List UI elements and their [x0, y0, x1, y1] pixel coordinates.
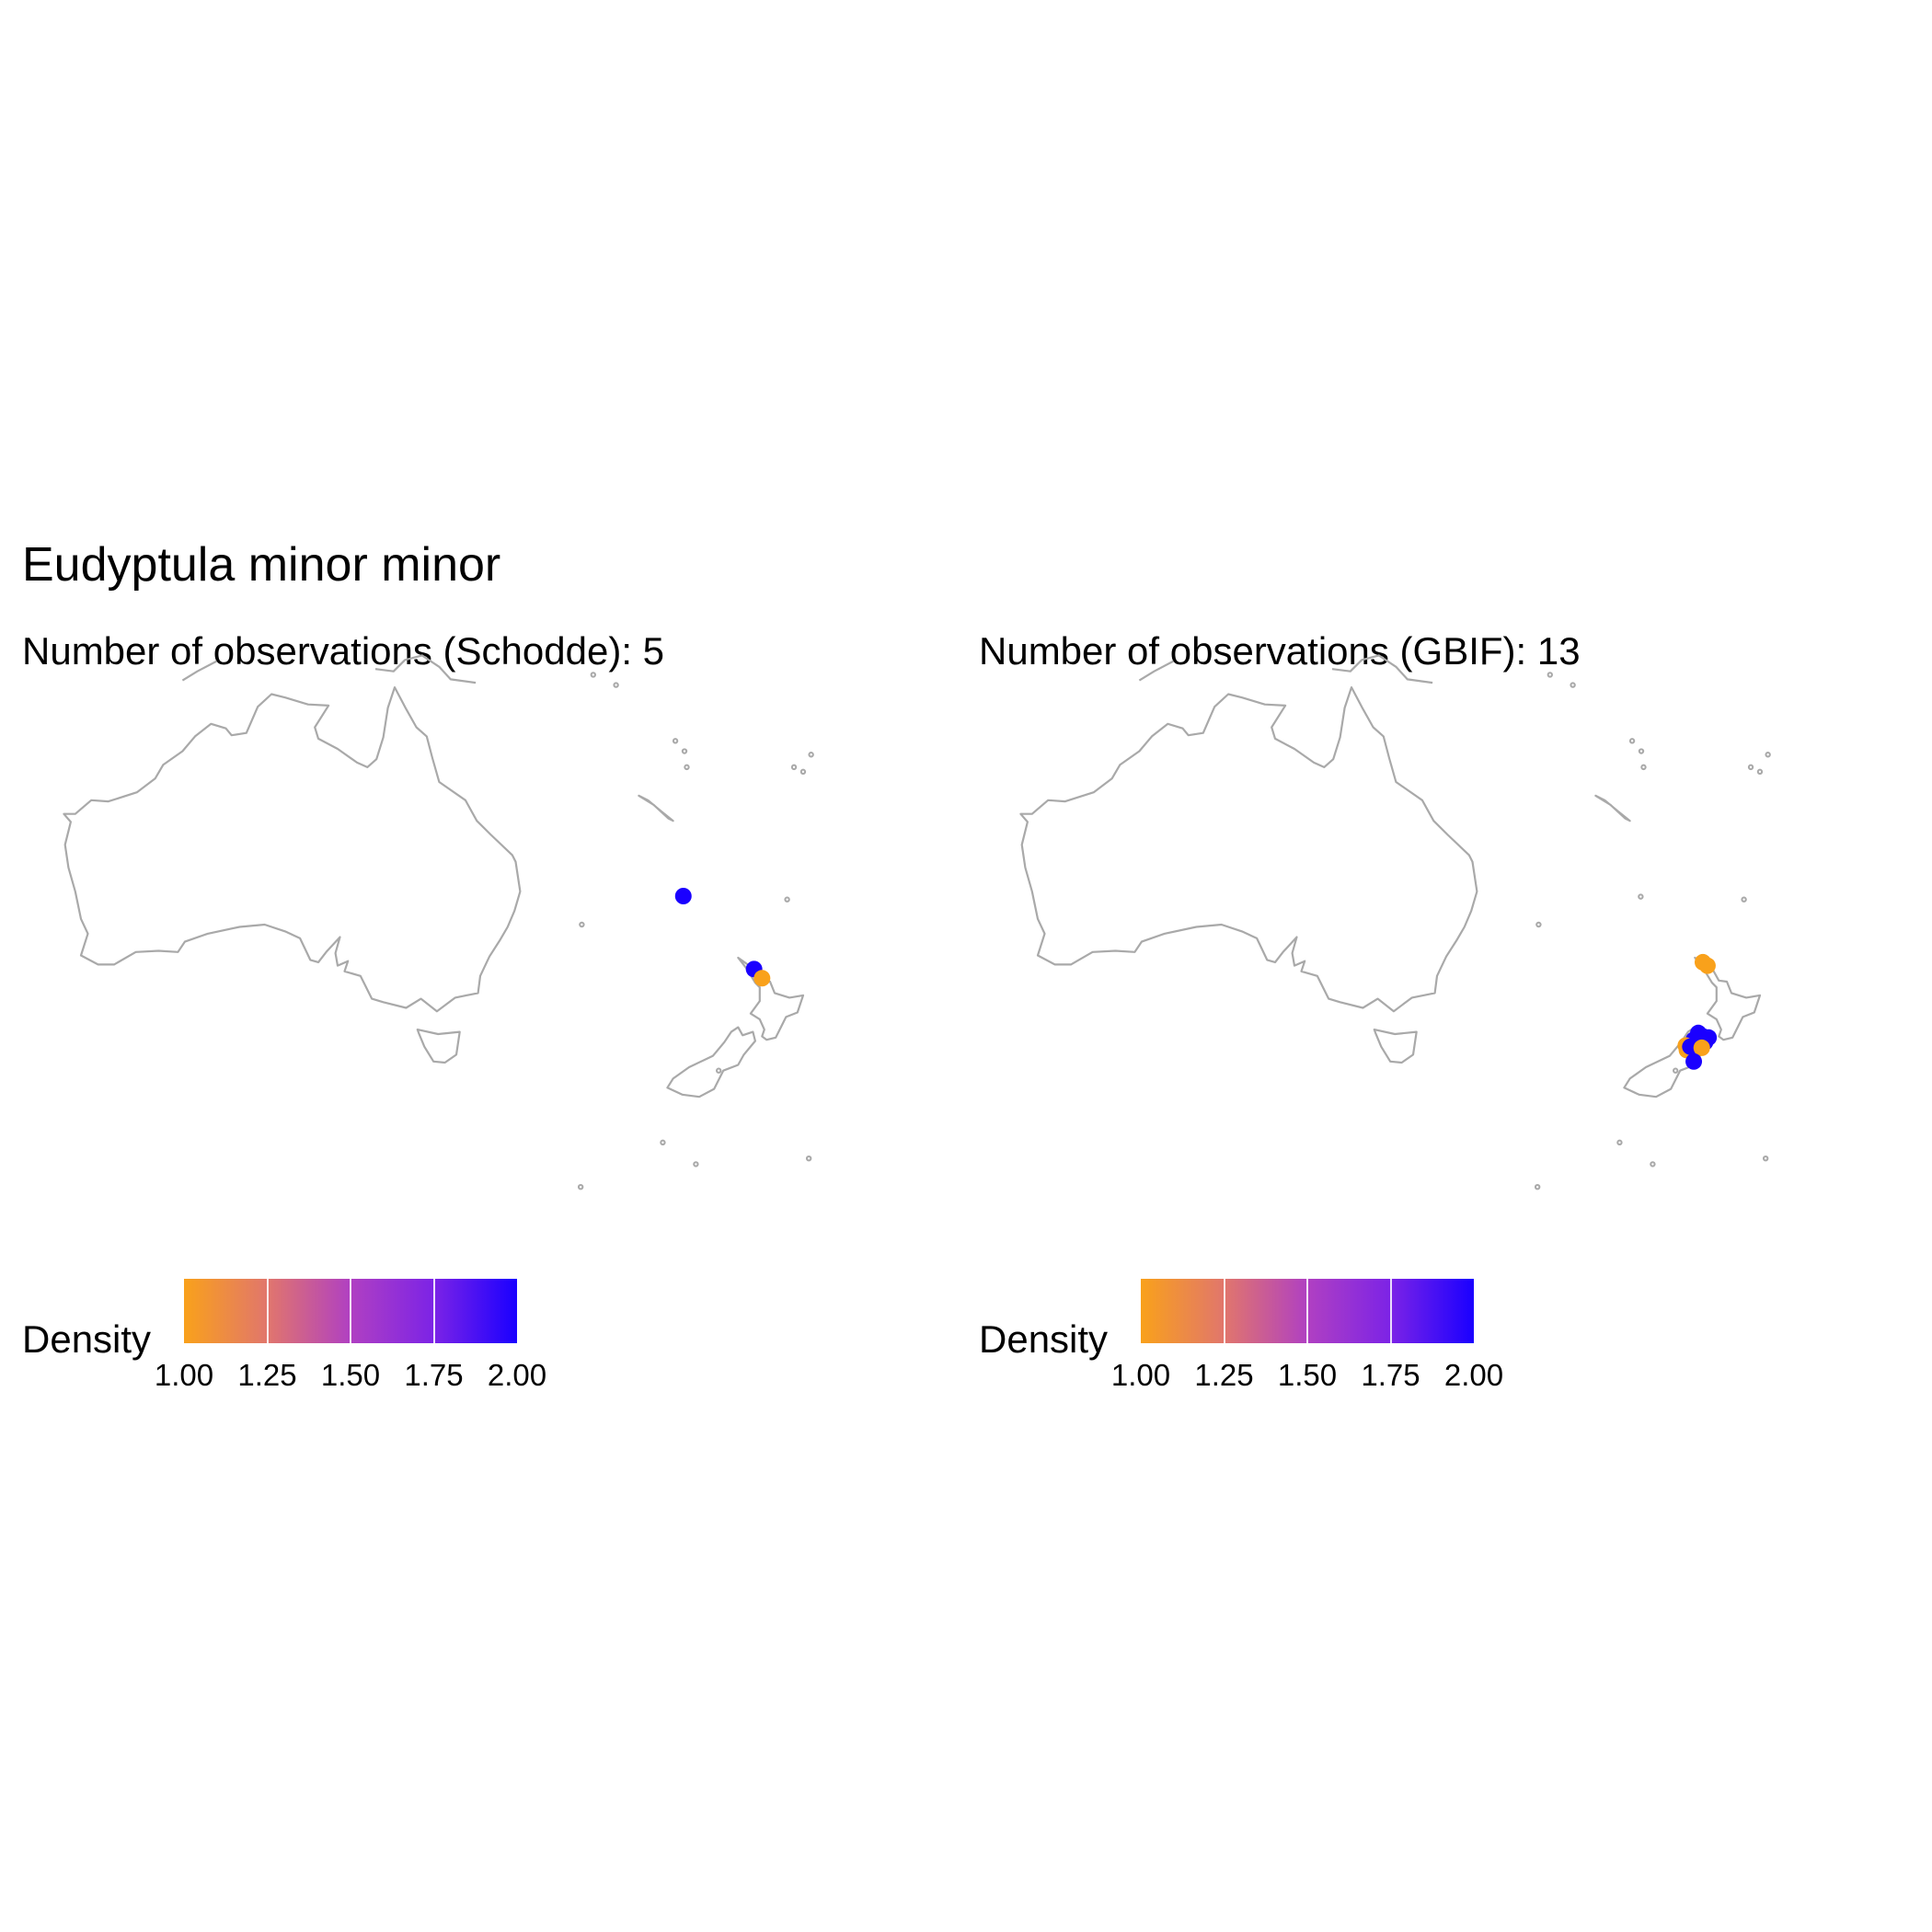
colorbar-tick: [266, 1279, 269, 1343]
island-outline: [672, 738, 679, 744]
coastline-png: [374, 654, 477, 684]
panel-schodde: Number of observations (Schodde): 5 Dens…: [0, 0, 957, 1932]
island-outline: [1628, 738, 1636, 744]
island-outline: [784, 896, 790, 903]
coastline-timor: [1138, 660, 1175, 682]
colorbar-label: 1.25: [237, 1358, 297, 1392]
observation-point: [674, 888, 692, 904]
colorbar-label: 2.00: [487, 1358, 547, 1392]
island-outline: [613, 682, 619, 688]
observation-point: [1698, 957, 1716, 974]
colorbar-tick: [1306, 1279, 1308, 1343]
island-outline: [1638, 748, 1645, 754]
colorbar-label: 1.50: [1277, 1358, 1338, 1392]
island-outline: [1741, 896, 1747, 903]
legend-title: Density: [22, 1317, 152, 1361]
density-legend: Density 1.00 1.25 1.50 1.75 2.00: [979, 1279, 1623, 1408]
island-outline: [1616, 1139, 1623, 1146]
island-outline: [1640, 764, 1647, 771]
observation-point: [1693, 1039, 1710, 1056]
island-outline: [1762, 1156, 1769, 1162]
island-outline: [660, 1139, 666, 1146]
coastline-timor: [181, 660, 218, 682]
main-title: Eudyptula minor minor: [22, 538, 501, 592]
panel-gbif: Number of observations (GBIF): 13 Densit…: [957, 0, 1914, 1932]
island-outline: [577, 1184, 584, 1190]
legend-title: Density: [979, 1317, 1109, 1361]
coastline-new-caledonia: [1594, 794, 1631, 822]
island-outline: [1650, 1161, 1656, 1167]
colorbar-label: 1.75: [404, 1358, 464, 1392]
observation-point: [1685, 1052, 1703, 1070]
colorbar-tick: [432, 1279, 435, 1343]
island-outline: [808, 752, 814, 758]
island-outline: [1673, 1067, 1679, 1074]
island-outline: [1756, 768, 1764, 776]
island-outline: [799, 768, 807, 776]
island-outline: [693, 1161, 699, 1167]
observation-point: [753, 970, 771, 987]
coastline-nz-north: [1694, 956, 1762, 1041]
island-outline: [684, 764, 690, 771]
colorbar-label: 1.00: [154, 1358, 214, 1392]
island-outline: [681, 748, 688, 754]
island-outline: [1547, 672, 1553, 678]
colorbar-tick: [350, 1279, 351, 1343]
coastline-tasmania: [1373, 1029, 1418, 1064]
panel-subtitle: Number of observations (Schodde): 5: [22, 629, 665, 673]
island-outline: [1747, 764, 1754, 771]
colorbar-label: 1.25: [1194, 1358, 1254, 1392]
colorbar-tick: [1389, 1279, 1392, 1343]
panel-subtitle: Number of observations (GBIF): 13: [979, 629, 1581, 673]
coastline-australia: [1019, 686, 1478, 1013]
coastline-tasmania: [416, 1029, 461, 1064]
colorbar-label: 1.00: [1110, 1358, 1171, 1392]
island-outline: [1570, 682, 1576, 688]
colorbar-label: 1.50: [320, 1358, 381, 1392]
island-outline: [716, 1067, 722, 1074]
map: [63, 654, 814, 1190]
island-outline: [790, 764, 798, 771]
island-outline: [1535, 921, 1542, 928]
island-outline: [1765, 752, 1771, 758]
island-outline: [590, 672, 596, 678]
island-outline: [1638, 893, 1644, 900]
coastline-australia: [63, 686, 522, 1013]
island-outline: [805, 1156, 812, 1162]
island-outline: [1534, 1184, 1541, 1190]
map: [1019, 654, 1771, 1190]
colorbar-tick: [1223, 1279, 1225, 1343]
coastline-nz-south: [666, 1026, 756, 1098]
island-outline: [579, 921, 585, 928]
density-legend: Density 1.00 1.25 1.50 1.75 2.00: [22, 1279, 666, 1408]
coastline-new-caledonia: [638, 794, 674, 822]
colorbar-label: 1.75: [1361, 1358, 1420, 1392]
coastline-png: [1331, 654, 1433, 684]
colorbar-label: 2.00: [1443, 1358, 1504, 1392]
